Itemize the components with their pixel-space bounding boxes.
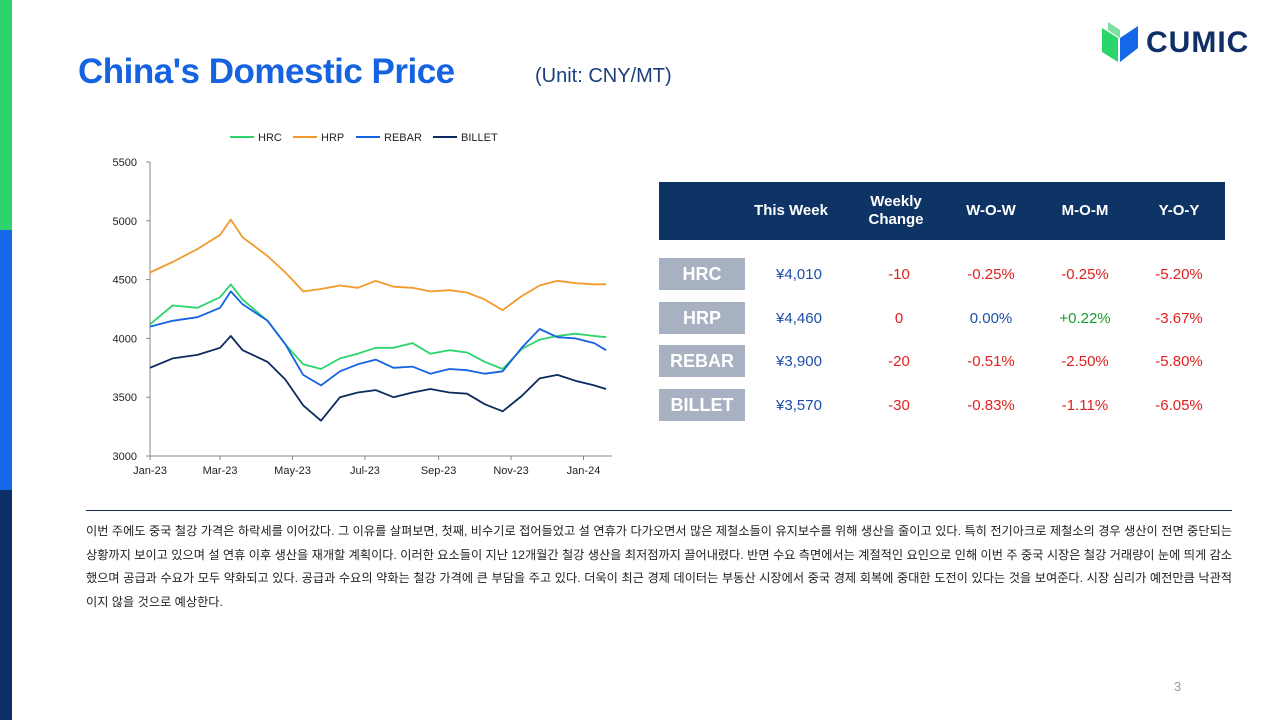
cell-this-week: ¥3,570 <box>776 396 822 414</box>
x-tick-label: May-23 <box>274 465 311 477</box>
y-tick-label: 3000 <box>113 451 137 463</box>
row-label: HRP <box>659 302 745 334</box>
page-number: 3 <box>1174 679 1182 694</box>
y-tick-label: 4500 <box>113 275 137 287</box>
legend-label-hrc: HRC <box>258 132 282 144</box>
series-line-hrp <box>149 218 607 312</box>
series-line-hrc <box>149 283 607 370</box>
x-tick-label: Jan-23 <box>133 465 167 477</box>
x-tick-label: Mar-23 <box>203 465 238 477</box>
x-tick-label: Jul-23 <box>350 465 380 477</box>
cell-weekly-change: -30 <box>888 396 910 414</box>
cell-this-week: ¥4,010 <box>776 265 822 283</box>
legend-label-rebar: REBAR <box>384 132 422 144</box>
series-line-rebar <box>149 290 607 387</box>
cumic-logo-icon <box>1102 22 1138 62</box>
market-commentary: 이번 주에도 중국 철강 가격은 하락세를 이어갔다. 그 이유를 살펴보면, … <box>86 524 1232 609</box>
header-yoy: Y-O-Y <box>1158 202 1200 219</box>
legend-label-billet: BILLET <box>461 132 498 144</box>
left-stripe-navy <box>0 490 12 720</box>
y-tick-label: 5000 <box>113 216 137 228</box>
divider-line <box>86 510 1232 511</box>
cell-wow: -0.51% <box>967 352 1015 370</box>
y-tick-label: 4000 <box>113 333 137 345</box>
y-tick-label: 3500 <box>113 392 137 404</box>
header-weekly-change: Weekly Change <box>868 193 924 228</box>
cell-yoy: -5.80% <box>1155 352 1203 370</box>
header-mom: M-O-M <box>1061 202 1109 219</box>
row-label: BILLET <box>659 389 745 421</box>
row-label: HRC <box>659 258 745 290</box>
table-row-billet: BILLET ¥3,570 -30 -0.83% -1.11% -6.05% <box>659 389 1225 421</box>
x-tick-label: Nov-23 <box>493 465 528 477</box>
x-tick-label: Jan-24 <box>567 465 601 477</box>
x-tick-label: Sep-23 <box>421 465 456 477</box>
brand-name: CUMIC <box>1146 26 1250 59</box>
y-tick-label: 5500 <box>113 157 137 169</box>
cell-mom: -0.25% <box>1061 265 1109 283</box>
cell-weekly-change: 0 <box>894 309 904 327</box>
header-this-week: This Week <box>754 202 828 219</box>
cell-weekly-change: -20 <box>888 352 910 370</box>
cell-wow: -0.83% <box>967 396 1015 414</box>
series-line-billet <box>149 335 607 422</box>
cell-yoy: -3.67% <box>1155 309 1203 327</box>
cell-yoy: -6.05% <box>1155 396 1203 414</box>
cell-mom: -2.50% <box>1061 352 1109 370</box>
cell-this-week: ¥3,900 <box>776 352 822 370</box>
page-title: China's Domestic Price <box>78 52 455 91</box>
cumic-logo: CUMIC <box>1098 18 1258 70</box>
cell-this-week: ¥4,460 <box>776 309 822 327</box>
price-line-chart: 3000 3500 4000 4500 5000 5500 Jan-23 Mar-23 May-… <box>113 132 612 477</box>
table-row-hrc: HRC ¥4,010 -10 -0.25% -0.25% -5.20% <box>659 258 1225 290</box>
legend-label-hrp: HRP <box>321 132 344 144</box>
unit-label: (Unit: CNY/MT) <box>535 65 672 87</box>
cell-wow: -0.25% <box>967 265 1015 283</box>
cell-yoy: -5.20% <box>1155 265 1203 283</box>
cell-wow: 0.00% <box>969 309 1013 327</box>
left-stripe-green <box>0 0 12 230</box>
row-label: REBAR <box>659 345 745 377</box>
left-stripe-blue <box>0 230 12 490</box>
cell-mom: -1.11% <box>1061 396 1109 414</box>
table-row-rebar: REBAR ¥3,900 -20 -0.51% -2.50% -5.80% <box>659 345 1225 377</box>
cell-mom: +0.22% <box>1059 309 1111 327</box>
price-table-header: This Week Weekly Change W-O-W M-O-M Y-O-… <box>659 182 1225 240</box>
table-row-hrp: HRP ¥4,460 0 0.00% +0.22% -3.67% <box>659 302 1225 334</box>
cell-weekly-change: -10 <box>888 265 910 283</box>
header-wow: W-O-W <box>966 202 1016 219</box>
